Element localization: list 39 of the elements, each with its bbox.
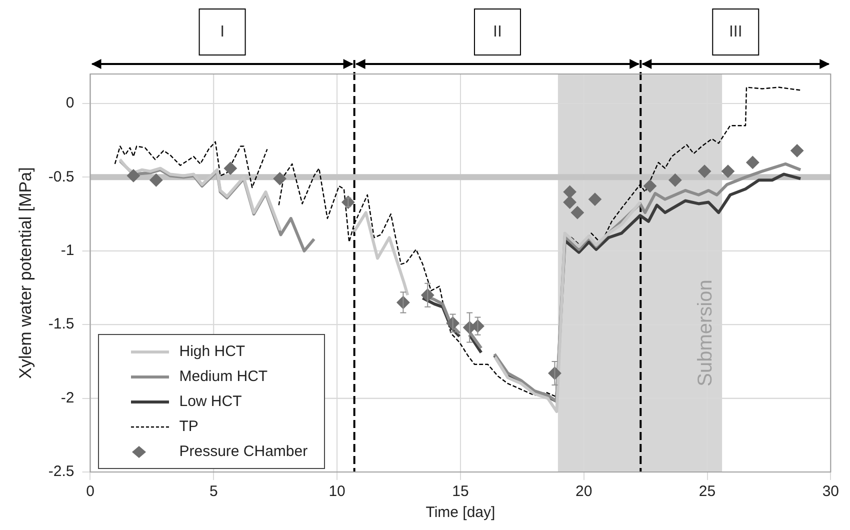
x-tick-label: 10 [328,483,346,500]
y-tick-label: -1.5 [48,316,74,333]
point [698,164,712,178]
legend-label: Low HCT [179,393,242,410]
point [126,169,140,182]
y-tick-label: -0.5 [48,168,74,186]
legend-label: Medium HCT [179,368,268,385]
x-tick-label: 20 [576,483,592,500]
point [790,144,804,158]
text: II [493,23,502,40]
point [563,196,576,209]
legend-label: TP [179,418,198,435]
x-tick-label: 25 [698,483,716,500]
y-tick-label: 0 [66,94,74,112]
y-axis-title: Xylem water potential [MPa] [16,167,35,379]
point [746,156,760,169]
text: III [728,23,742,40]
point [588,192,602,206]
legend-label: High HCT [179,343,246,360]
legend-label: Pressure CHamber [179,443,308,460]
point [563,185,576,198]
y-tick-label: -1 [60,242,74,260]
x-tick-label: 15 [452,483,469,500]
point [342,196,355,209]
band-label: Submersion [694,280,717,386]
point [668,174,682,187]
x-tick-label: 30 [822,483,839,500]
point [224,162,237,175]
point [150,174,163,187]
y-tick-label: -2.5 [48,463,74,480]
point [643,180,656,193]
point [273,172,286,186]
y-tick-label: -2 [60,389,74,406]
text: I [220,23,225,40]
x-axis-title: Time [day] [426,504,496,522]
point [570,206,584,220]
x-tick-label: 5 [209,483,218,500]
point [721,164,734,178]
x-tick-label: 0 [86,483,94,500]
